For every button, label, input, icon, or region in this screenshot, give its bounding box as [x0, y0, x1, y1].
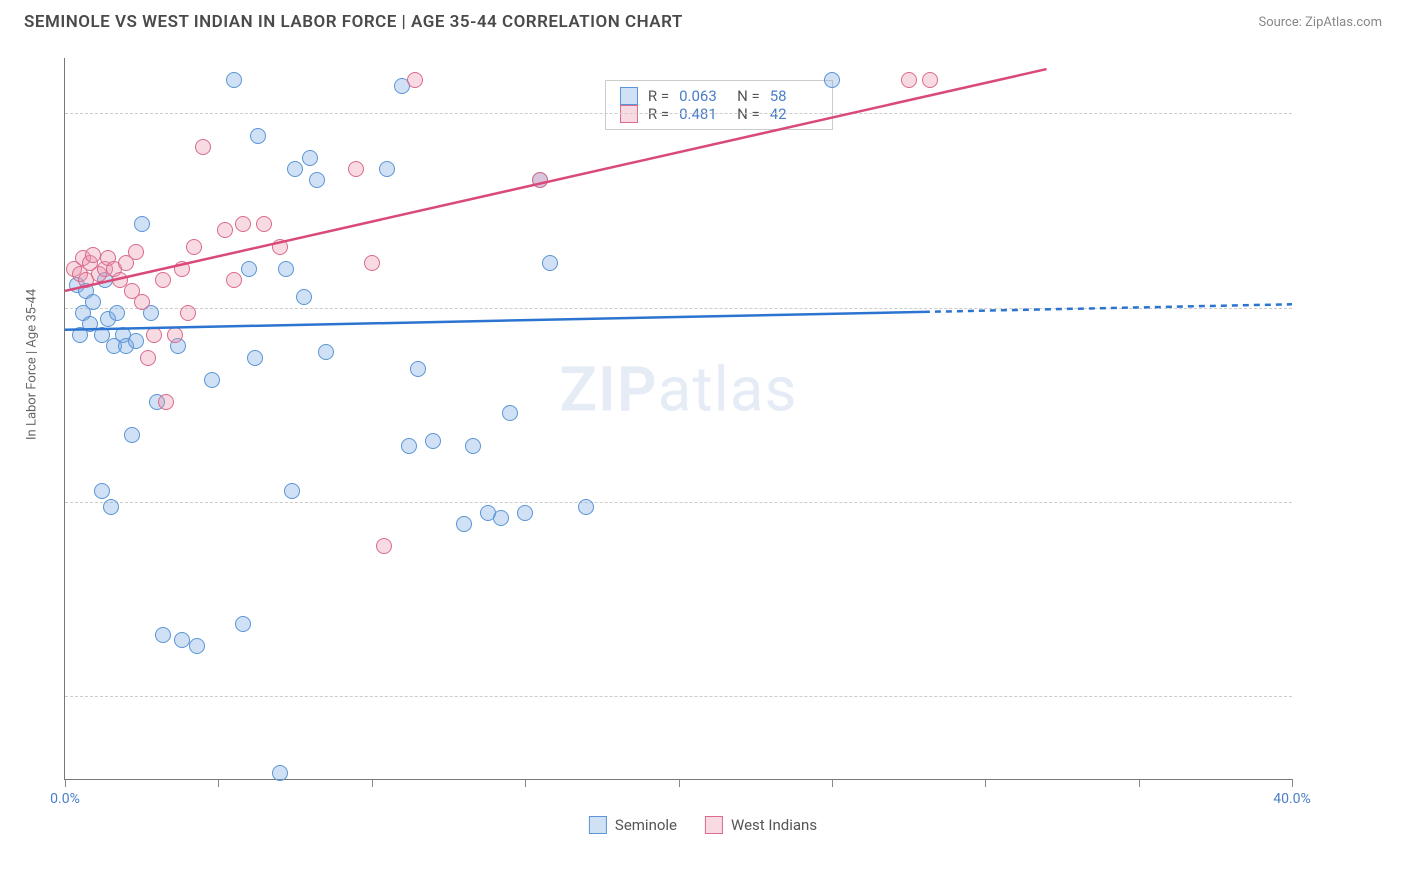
bottom-legend: Seminole West Indians [589, 816, 817, 834]
x-tick [372, 779, 373, 787]
x-tick [65, 779, 66, 787]
x-tick [525, 779, 526, 787]
source-label: Source: ZipAtlas.com [1258, 15, 1382, 30]
x-tick [1292, 779, 1293, 787]
legend-item: Seminole [589, 816, 677, 834]
trendlines [65, 58, 1292, 779]
x-tick [832, 779, 833, 787]
y-axis-title: In Labor Force | Age 35-44 [25, 289, 40, 440]
legend-swatch [589, 816, 607, 834]
chart-title: SEMINOLE VS WEST INDIAN IN LABOR FORCE |… [24, 12, 683, 32]
x-tick [679, 779, 680, 787]
legend-item: West Indians [705, 816, 817, 834]
chart-container: In Labor Force | Age 35-44 ZIPatlas R = … [24, 40, 1382, 840]
legend-label: West Indians [731, 816, 817, 834]
plot-area: ZIPatlas R = 0.063 N = 58 R = 0.481 N = … [64, 58, 1292, 780]
x-tick-label: 40.0% [1273, 791, 1311, 807]
x-tick [985, 779, 986, 787]
x-tick [218, 779, 219, 787]
legend-label: Seminole [615, 816, 677, 834]
x-tick [1139, 779, 1140, 787]
legend-swatch [705, 816, 723, 834]
x-tick-label: 0.0% [50, 791, 80, 807]
